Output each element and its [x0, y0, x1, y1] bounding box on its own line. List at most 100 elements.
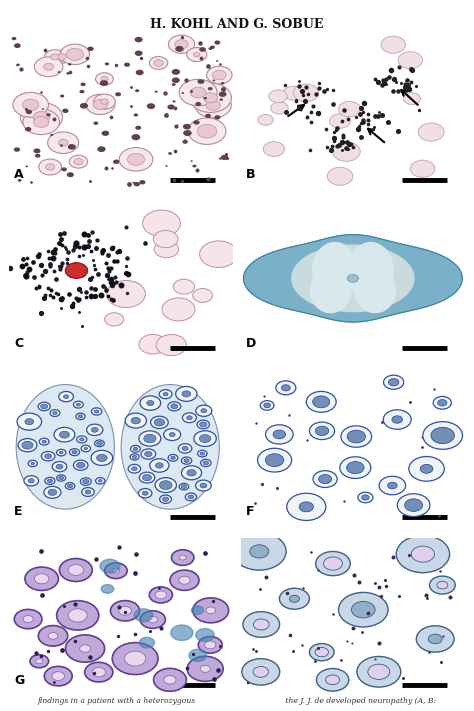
Circle shape [182, 92, 184, 94]
Circle shape [46, 164, 55, 170]
Circle shape [23, 109, 59, 134]
Circle shape [420, 464, 433, 474]
Circle shape [195, 92, 231, 118]
Circle shape [168, 152, 172, 155]
Circle shape [183, 130, 191, 136]
Circle shape [97, 442, 102, 445]
Text: E: E [14, 506, 22, 518]
Circle shape [200, 422, 207, 427]
Circle shape [383, 410, 411, 429]
Circle shape [219, 158, 222, 160]
Circle shape [175, 46, 184, 52]
Circle shape [45, 454, 52, 459]
Circle shape [91, 427, 98, 432]
Circle shape [59, 476, 64, 480]
Circle shape [73, 460, 88, 470]
Circle shape [162, 298, 195, 321]
Circle shape [107, 281, 146, 308]
Circle shape [101, 131, 109, 136]
Circle shape [178, 444, 192, 453]
Circle shape [28, 460, 37, 466]
Circle shape [315, 648, 328, 657]
Circle shape [112, 643, 158, 675]
Circle shape [14, 43, 21, 48]
Circle shape [135, 90, 139, 92]
Circle shape [327, 167, 353, 186]
Circle shape [124, 63, 130, 67]
Circle shape [18, 179, 21, 182]
Text: findings in a patient with a heterozygous                                      t: findings in a patient with a heterozygou… [37, 697, 437, 705]
Circle shape [195, 102, 201, 106]
Circle shape [199, 434, 211, 443]
Circle shape [201, 459, 211, 466]
Circle shape [347, 274, 358, 282]
Circle shape [74, 159, 83, 165]
Circle shape [190, 83, 231, 112]
Circle shape [52, 461, 67, 471]
Circle shape [423, 422, 463, 449]
Circle shape [95, 73, 113, 85]
Circle shape [150, 459, 169, 472]
Polygon shape [292, 245, 414, 311]
Circle shape [316, 552, 350, 576]
Circle shape [38, 626, 68, 646]
Circle shape [171, 404, 178, 409]
Circle shape [81, 478, 91, 486]
Circle shape [167, 105, 175, 109]
Circle shape [155, 90, 158, 92]
Circle shape [282, 385, 290, 391]
Circle shape [264, 403, 271, 407]
Circle shape [59, 451, 63, 454]
Circle shape [173, 279, 194, 294]
Polygon shape [348, 242, 393, 299]
Circle shape [293, 84, 319, 102]
Circle shape [139, 180, 146, 184]
Circle shape [347, 430, 365, 443]
Circle shape [48, 633, 58, 639]
Circle shape [91, 450, 113, 466]
Circle shape [388, 482, 397, 489]
Circle shape [410, 160, 435, 177]
Circle shape [101, 584, 114, 593]
Circle shape [172, 83, 176, 86]
Circle shape [26, 166, 28, 167]
Circle shape [132, 455, 137, 459]
Circle shape [242, 658, 280, 685]
Circle shape [185, 493, 197, 501]
Circle shape [189, 649, 207, 661]
Circle shape [34, 117, 49, 127]
Circle shape [97, 146, 106, 152]
Circle shape [61, 167, 67, 171]
Circle shape [80, 90, 84, 93]
Circle shape [271, 102, 288, 114]
Circle shape [392, 416, 402, 423]
Circle shape [154, 60, 164, 66]
Circle shape [159, 390, 172, 399]
Circle shape [82, 488, 94, 496]
Circle shape [100, 99, 109, 105]
Circle shape [155, 463, 163, 469]
Circle shape [179, 576, 190, 584]
Circle shape [119, 148, 153, 171]
Circle shape [80, 645, 91, 652]
Circle shape [68, 565, 83, 575]
Circle shape [210, 46, 215, 49]
Circle shape [310, 643, 334, 661]
Circle shape [35, 574, 49, 584]
Circle shape [53, 412, 57, 415]
Circle shape [56, 464, 63, 469]
Circle shape [191, 87, 206, 98]
Circle shape [76, 413, 85, 419]
Text: A: A [14, 169, 24, 181]
Circle shape [214, 41, 220, 45]
Circle shape [179, 483, 189, 490]
Circle shape [165, 165, 168, 167]
Circle shape [144, 434, 156, 443]
Circle shape [203, 461, 209, 465]
Circle shape [41, 451, 55, 461]
Circle shape [96, 478, 105, 484]
Circle shape [154, 241, 179, 257]
Circle shape [101, 77, 108, 81]
Circle shape [199, 80, 204, 84]
Circle shape [431, 427, 455, 444]
